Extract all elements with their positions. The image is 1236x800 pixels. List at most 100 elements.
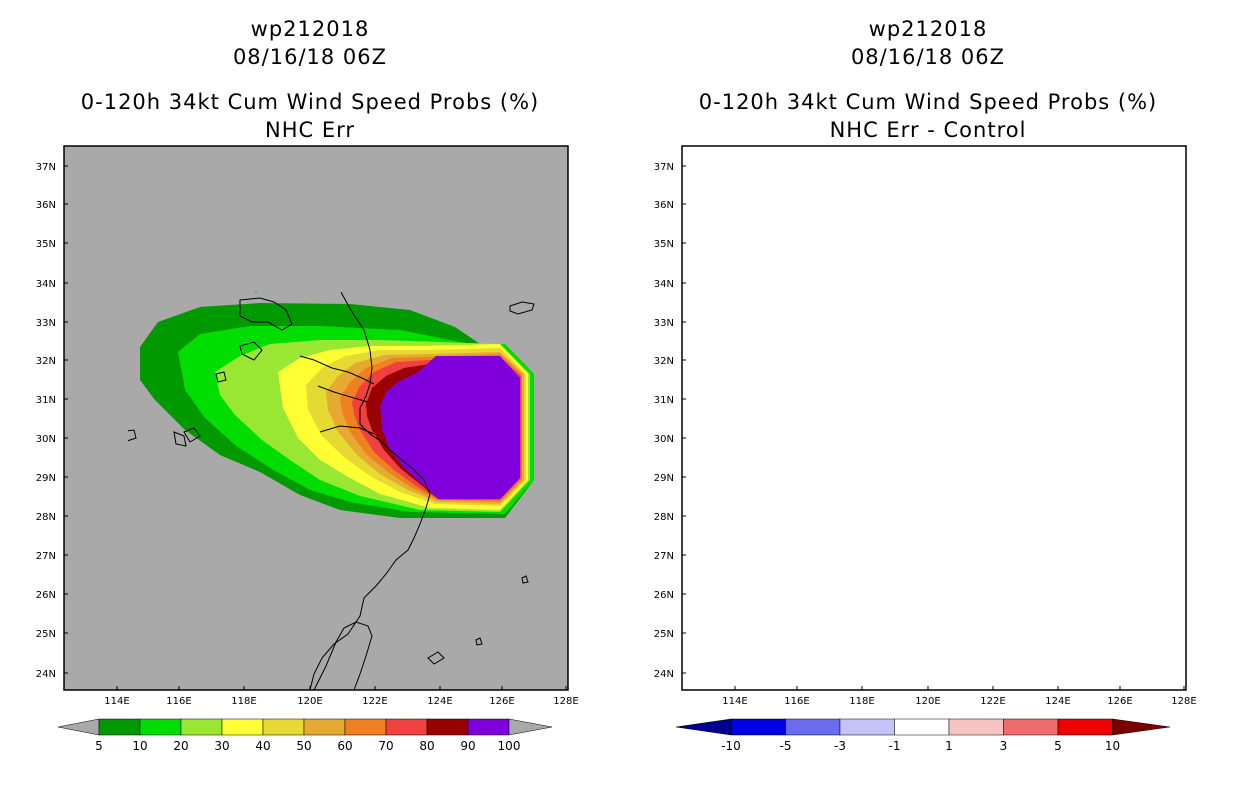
lat-label: 26N [36, 590, 56, 601]
colorbar-label: -3 [834, 739, 846, 753]
lon-label: 122E [362, 696, 387, 707]
lat-label: 37N [36, 162, 56, 173]
colorbar-label: 50 [296, 739, 311, 753]
left-title: 0-120h 34kt Cum Wind Speed Probs (%) [80, 90, 540, 114]
lon-label: 124E [1045, 696, 1070, 707]
left-datetime: 08/16/18 06Z [232, 45, 388, 69]
lat-label: 36N [654, 200, 674, 211]
lat-label: 35N [36, 239, 56, 250]
colorbar-high-arrow [1112, 718, 1171, 736]
left-storm-id: wp212018 [250, 17, 370, 41]
colorbar-label: 1 [945, 739, 953, 753]
lat-label: 32N [654, 356, 674, 367]
lon-label: 128E [553, 696, 578, 707]
lat-label: 31N [36, 395, 56, 406]
lat-label: 28N [654, 512, 674, 523]
lon-label: 116E [784, 696, 809, 707]
right-lat-labels: 24N 25N 26N 27N 28N 29N 30N 31N 32N 33N 34N 35N 36N 3… [654, 162, 674, 680]
lat-label: 34N [36, 279, 56, 290]
right-title: 0-120h 34kt Cum Wind Speed Probs (%) [698, 90, 1158, 114]
colorbar-label: 10 [1105, 739, 1120, 753]
left-map: 24N 25N 26N 27N 28N 29N 30N 31N 32N 33N 34N 35N 36N 3… [36, 145, 579, 707]
colorbar-label: -10 [721, 739, 741, 753]
lon-label: 120E [297, 696, 322, 707]
colorbar-swatch [785, 718, 841, 736]
colorbar-swatch [344, 718, 387, 736]
lon-label: 126E [1107, 696, 1132, 707]
lon-label: 120E [915, 696, 940, 707]
colorbar-swatch [894, 718, 950, 736]
lat-label: 27N [36, 551, 56, 562]
right-colorbar: -10 -5 -3 -1 1 3 5 10 [675, 718, 1171, 753]
prob-band-100 [380, 356, 520, 499]
colorbar-swatch [180, 718, 223, 736]
lat-label: 29N [36, 473, 56, 484]
colorbar-swatch [730, 718, 786, 736]
lat-label: 33N [654, 318, 674, 329]
lat-label: 25N [36, 629, 56, 640]
colorbar-swatch [1003, 718, 1059, 736]
lon-label: 118E [231, 696, 256, 707]
colorbar-label: 5 [1054, 739, 1062, 753]
right-map-background [682, 146, 1186, 690]
left-lon-labels: 114E 116E 118E 120E 122E 124E 126E 128E [104, 696, 578, 707]
colorbar-low-arrow [57, 718, 100, 736]
right-subtitle: NHC Err - Control [829, 118, 1027, 142]
lon-label: 116E [166, 696, 191, 707]
colorbar-label: 90 [460, 739, 475, 753]
colorbar-swatch [1057, 718, 1113, 736]
colorbar-swatch [385, 718, 428, 736]
colorbar-swatch [221, 718, 264, 736]
left-lat-labels: 24N 25N 26N 27N 28N 29N 30N 31N 32N 33N 34N 35N 36N 3… [36, 162, 56, 680]
colorbar-label: 10 [132, 739, 147, 753]
lat-label: 34N [654, 279, 674, 290]
lon-label: 126E [489, 696, 514, 707]
left-map-frame [63, 145, 569, 691]
lat-label: 27N [654, 551, 674, 562]
left-colorbar: 5 10 20 30 40 50 60 70 80 90 100 [57, 718, 553, 753]
colorbar-label: 3 [1000, 739, 1008, 753]
colorbar-swatch [426, 718, 469, 736]
colorbar-label: 20 [173, 739, 188, 753]
lat-label: 36N [36, 200, 56, 211]
colorbar-swatch [98, 718, 141, 736]
lat-label: 32N [36, 356, 56, 367]
lat-label: 24N [36, 669, 56, 680]
colorbar-swatch [948, 718, 1004, 736]
lon-label: 122E [980, 696, 1005, 707]
colorbar-swatch [467, 718, 510, 736]
colorbar-label: -1 [889, 739, 901, 753]
colorbar-label: 60 [337, 739, 352, 753]
colorbar-label: 30 [214, 739, 229, 753]
colorbar-label: 100 [498, 739, 521, 753]
colorbar-high-arrow [508, 718, 553, 736]
lat-label: 31N [654, 395, 674, 406]
colorbar-label: 80 [419, 739, 434, 753]
colorbar-low-arrow [675, 718, 732, 736]
lat-label: 35N [654, 239, 674, 250]
right-lon-labels: 114E 116E 118E 120E 122E 124E 126E 128E [722, 696, 1196, 707]
right-map: 24N 25N 26N 27N 28N 29N 30N 31N 32N 33N 34N 35N 36N 3… [654, 145, 1197, 707]
colorbar-swatch [839, 718, 895, 736]
lat-label: 33N [36, 318, 56, 329]
colorbar-swatch [262, 718, 305, 736]
lat-label: 25N [654, 629, 674, 640]
colorbar-label: 40 [255, 739, 270, 753]
lat-label: 28N [36, 512, 56, 523]
lat-label: 29N [654, 473, 674, 484]
right-storm-id: wp212018 [868, 17, 988, 41]
lon-label: 118E [849, 696, 874, 707]
left-subtitle: NHC Err [264, 118, 355, 142]
lon-label: 128E [1171, 696, 1196, 707]
colorbar-swatch [303, 718, 346, 736]
lon-label: 124E [427, 696, 452, 707]
lat-label: 30N [654, 434, 674, 445]
lon-label: 114E [104, 696, 129, 707]
lon-label: 114E [722, 696, 747, 707]
lat-label: 37N [654, 162, 674, 173]
lat-label: 24N [654, 669, 674, 680]
colorbar-label: 5 [95, 739, 103, 753]
probability-field [140, 303, 534, 518]
lat-label: 26N [654, 590, 674, 601]
